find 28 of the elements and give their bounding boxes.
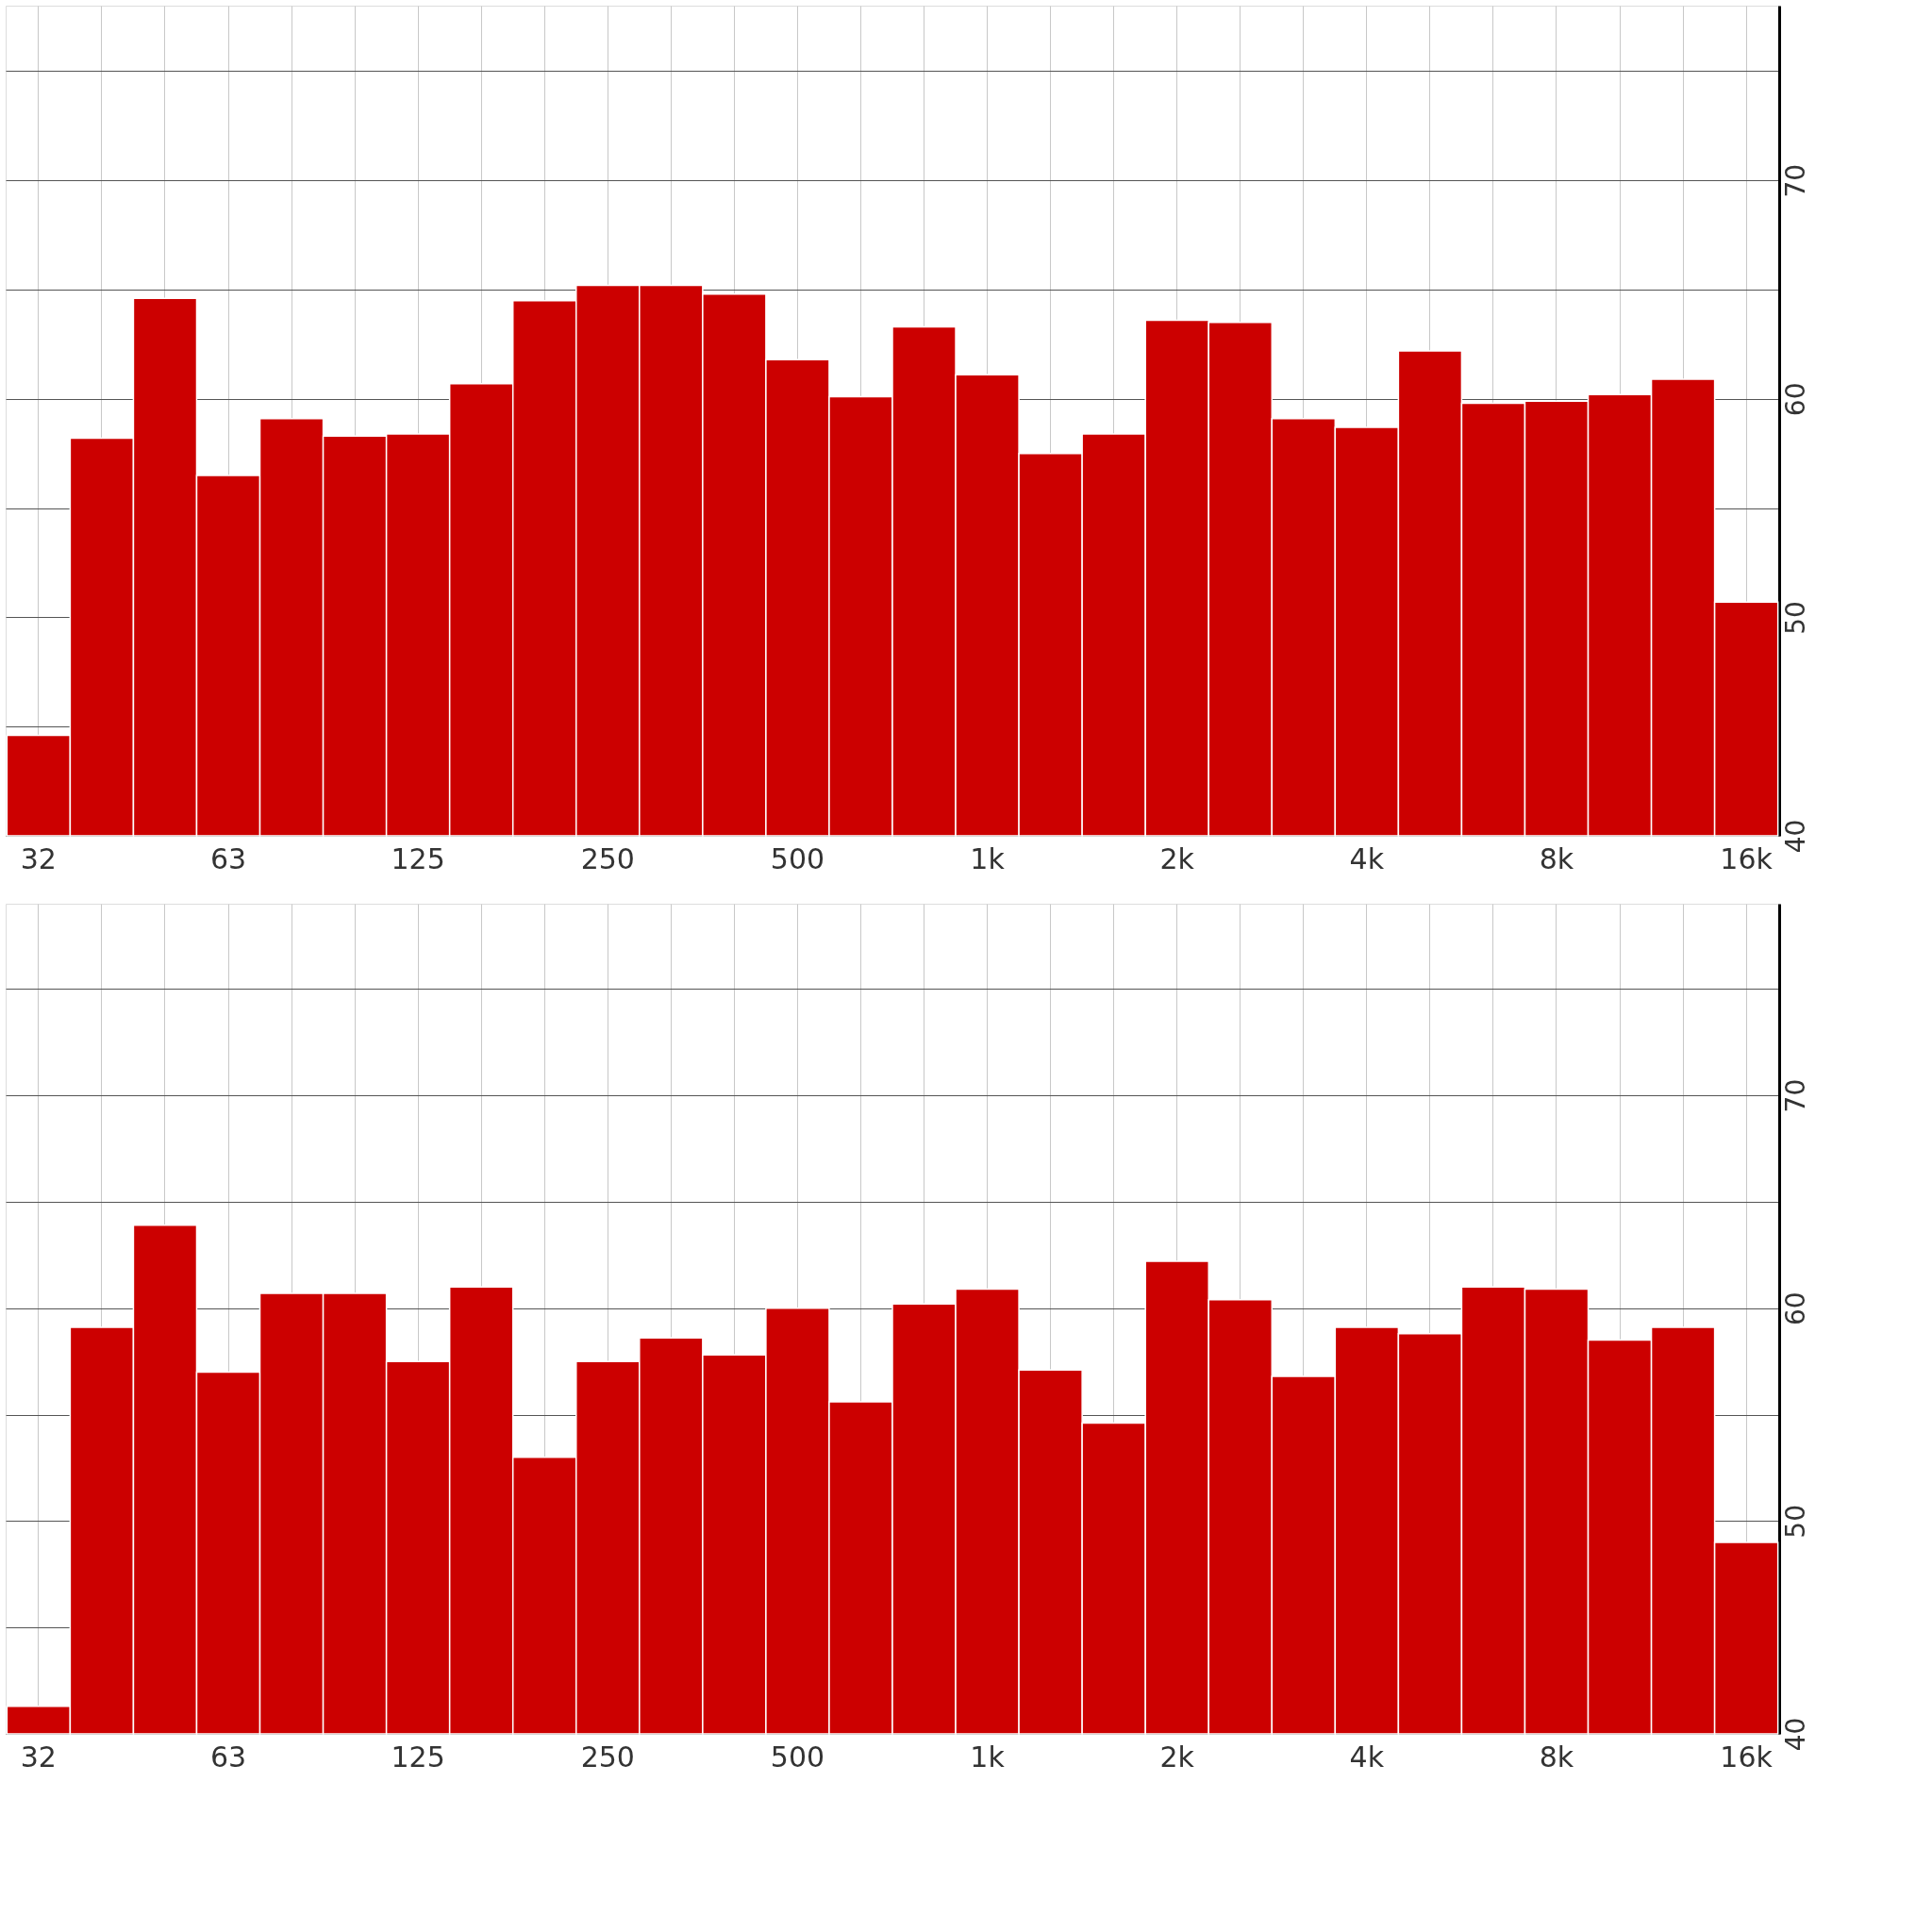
x-tick-label: 125 — [391, 1740, 445, 1774]
y-tick-label: 50 — [1779, 601, 1811, 635]
x-tick-label: 500 — [770, 1740, 825, 1774]
x-tick-label: 16k — [1720, 841, 1774, 875]
x-tick-label: 63 — [209, 841, 247, 875]
x-tick-label: 4k — [1349, 1740, 1385, 1774]
x-tick-label: 1k — [970, 841, 1006, 875]
x-tick-label: 8k — [1539, 1740, 1574, 1774]
x-tick-label: 2k — [1159, 841, 1195, 875]
y-tick-label: 70 — [1779, 163, 1811, 198]
y-tick-label: 60 — [1779, 382, 1811, 417]
x-tick-label: 250 — [580, 841, 635, 875]
y-tick-label: 40 — [1779, 1717, 1811, 1752]
x-tick-label: 4k — [1349, 841, 1385, 875]
x-tick-label: 16k — [1720, 1740, 1774, 1774]
x-tick-label: 32 — [20, 1740, 57, 1774]
y-tick-label: 70 — [1779, 1078, 1811, 1113]
x-tick-label: 2k — [1159, 1740, 1195, 1774]
x-tick-label: 125 — [391, 841, 445, 875]
x-tick-label: 250 — [580, 1740, 635, 1774]
x-tick-label: 8k — [1539, 841, 1574, 875]
x-tick-label: 500 — [770, 841, 825, 875]
y-tick-label: 60 — [1779, 1291, 1811, 1326]
x-tick-label: 63 — [209, 1740, 247, 1774]
x-tick-label: 32 — [20, 841, 57, 875]
y-tick-label: 50 — [1779, 1505, 1811, 1539]
x-tick-label: 1k — [970, 1740, 1006, 1774]
y-tick-label: 40 — [1779, 819, 1811, 854]
